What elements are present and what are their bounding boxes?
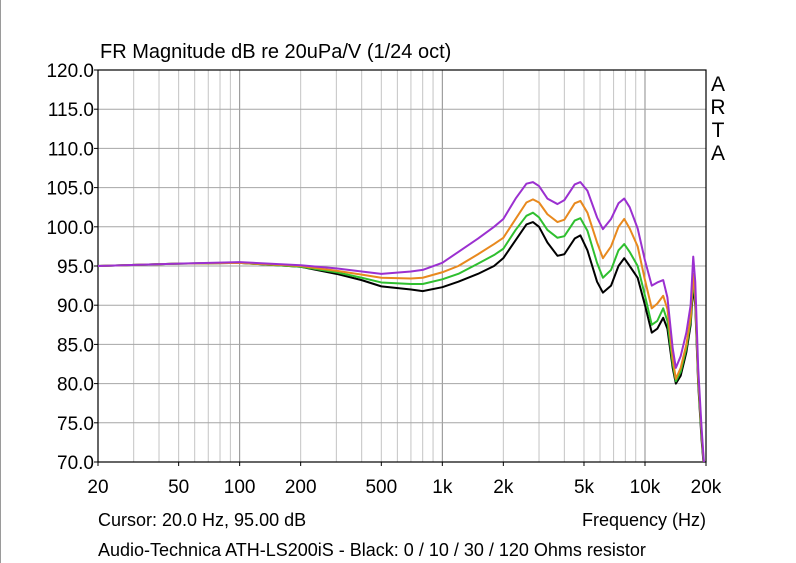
y-tick-label: 70.0 xyxy=(57,453,94,474)
x-tick-label: 50 xyxy=(168,477,189,498)
series-line xyxy=(98,221,705,462)
x-tick-label: 200 xyxy=(285,477,317,498)
y-tick-label: 90.0 xyxy=(57,296,94,317)
x-tick-label: 500 xyxy=(365,477,397,498)
x-axis-ticks: 20 50 100 200 500 1k 2k 5k 10k 20k xyxy=(87,462,722,498)
window-left-edge xyxy=(0,0,1,563)
x-tick-label: 2k xyxy=(493,477,514,498)
y-tick-label: 85.0 xyxy=(57,335,94,356)
y-tick-label: 120.0 xyxy=(46,61,94,82)
watermark-letter: A xyxy=(711,142,725,165)
x-tick-label: 20 xyxy=(87,477,108,498)
watermark-letter: A xyxy=(711,73,725,96)
y-tick-label: 115.0 xyxy=(48,100,94,121)
watermark-letter: T xyxy=(712,119,725,142)
y-tick-label: 100.0 xyxy=(46,218,94,239)
x-tick-label: 5k xyxy=(574,477,595,498)
chart-caption: Audio-Technica ATH-LS200iS - Black: 0 / … xyxy=(98,540,646,560)
cursor-readout: Cursor: 20.0 Hz, 95.00 dB xyxy=(98,510,306,530)
x-axis-label: Frequency (Hz) xyxy=(582,510,706,530)
y-tick-label: 95.0 xyxy=(57,257,94,278)
chart-title: FR Magnitude dB re 20uPa/V (1/24 oct) xyxy=(100,41,451,63)
grid xyxy=(98,70,706,462)
x-tick-label: 1k xyxy=(432,477,453,498)
series-lines xyxy=(98,181,705,462)
y-tick-label: 105.0 xyxy=(46,179,94,200)
y-tick-label: 110.0 xyxy=(48,139,94,160)
x-tick-label: 10k xyxy=(630,477,661,498)
series-line xyxy=(98,181,705,462)
y-tick-label: 75.0 xyxy=(57,414,94,435)
y-axis-ticks: 120.0 115.0 110.0 105.0 100.0 95.0 90.0 85.0 80.… xyxy=(46,61,98,474)
watermark-letter: R xyxy=(710,96,725,119)
series-line xyxy=(98,211,705,462)
x-tick-label: 20k xyxy=(691,477,722,498)
x-tick-label: 100 xyxy=(224,477,256,498)
y-tick-label: 80.0 xyxy=(57,375,94,396)
series-line xyxy=(98,198,705,462)
